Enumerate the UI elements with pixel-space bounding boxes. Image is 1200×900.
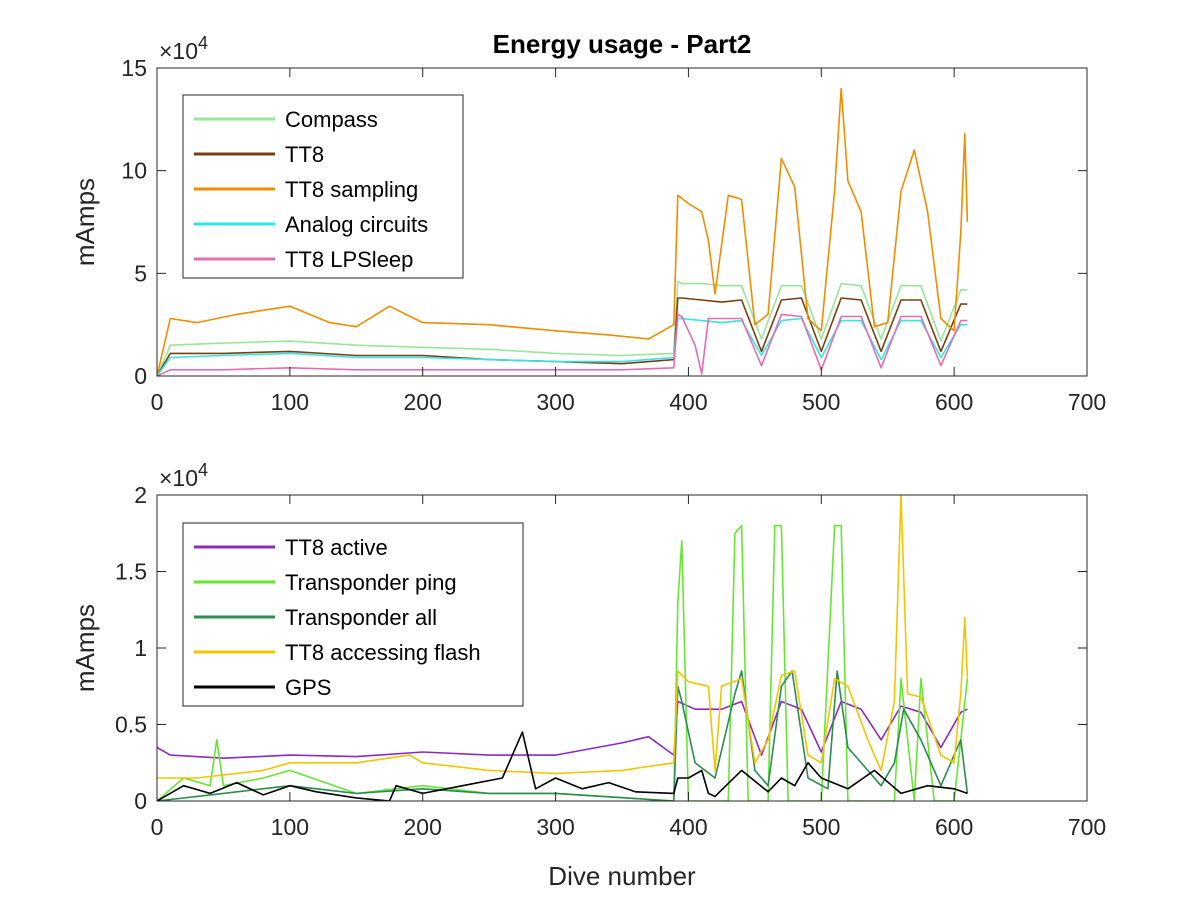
y-tick-label: 0 xyxy=(134,788,147,814)
y-tick-label: 2 xyxy=(134,482,147,508)
x-tick-label: 400 xyxy=(669,389,707,415)
legend: TT8 active Transponder ping Transponder al… xyxy=(182,522,524,707)
y-tick-label: 0 xyxy=(134,363,147,389)
y-exponent-label: ×104 xyxy=(159,460,208,491)
x-tick-label: 300 xyxy=(536,389,574,415)
x-tick-label: 600 xyxy=(935,389,973,415)
y-tick-label: 5 xyxy=(134,260,147,286)
x-tick-label: 100 xyxy=(271,389,309,415)
y-tick-label: 15 xyxy=(121,55,147,81)
legend-label: Transponder all xyxy=(285,605,437,630)
legend-box xyxy=(182,522,524,707)
legend-label: TT8 accessing flash xyxy=(285,640,481,665)
x-tick-label: 100 xyxy=(271,814,309,840)
legend-label: Transponder ping xyxy=(285,570,457,595)
series-line-transponder-all xyxy=(157,670,969,801)
x-tick-label: 0 xyxy=(151,389,164,415)
y-tick-label: 0.5 xyxy=(115,712,147,738)
x-axis-label: Dive number xyxy=(548,861,696,891)
bottom-panel: 0 100 200 300 400 500 600 700 0 0.5 1 1.5 2 ×104 mAmps… xyxy=(70,460,1106,840)
x-tick-label: 500 xyxy=(802,389,840,415)
y-tick-label: 1 xyxy=(134,635,147,661)
x-tick-label: 200 xyxy=(404,814,442,840)
legend-label: GPS xyxy=(285,675,331,700)
series-line-tt8-accessing-flash xyxy=(157,495,969,779)
x-tick-label: 700 xyxy=(1068,814,1106,840)
legend-label: TT8 LPSleep xyxy=(285,247,413,272)
y-tick-label: 10 xyxy=(121,158,147,184)
legend-label: TT8 xyxy=(285,142,324,167)
plot-area-frame xyxy=(156,67,1088,377)
series-line-tt8-sampling xyxy=(157,87,969,376)
series-line-tt8 xyxy=(157,297,968,376)
series-line-transponder-ping xyxy=(157,524,969,801)
legend-box xyxy=(182,94,464,279)
series-line-tt8-lpsleep xyxy=(157,313,968,376)
y-exponent-label: ×104 xyxy=(159,33,208,64)
series-line-compass xyxy=(157,280,968,376)
x-tick-label: 700 xyxy=(1068,389,1106,415)
legend: Compass TT8 TT8 sampling Analog circuits TT8… xyxy=(182,94,464,279)
legend-label: Compass xyxy=(285,107,378,132)
series-line-tt8-active xyxy=(157,700,968,760)
x-tick-label: 400 xyxy=(669,814,707,840)
y-exponent-power: 4 xyxy=(198,33,208,53)
y-axis-label: mAmps xyxy=(70,604,100,692)
legend-label: TT8 active xyxy=(285,535,388,560)
x-tick-label: 500 xyxy=(802,814,840,840)
chart-title: Energy usage - Part2 xyxy=(493,29,752,59)
x-tick-label: 200 xyxy=(404,389,442,415)
y-axis-label: mAmps xyxy=(70,178,100,266)
legend-label: TT8 sampling xyxy=(285,177,418,202)
x-tick-label: 600 xyxy=(935,814,973,840)
x-tick-label: 300 xyxy=(536,814,574,840)
legend-label: Analog circuits xyxy=(285,212,428,237)
y-exponent-power: 4 xyxy=(198,460,208,480)
x-tick-label: 0 xyxy=(151,814,164,840)
series-line-gps xyxy=(157,731,968,801)
top-panel: 0 100 200 300 400 500 600 700 0 5 10 15 ×104 mAmps Com… xyxy=(70,33,1106,415)
y-tick-label: 1.5 xyxy=(115,559,147,585)
